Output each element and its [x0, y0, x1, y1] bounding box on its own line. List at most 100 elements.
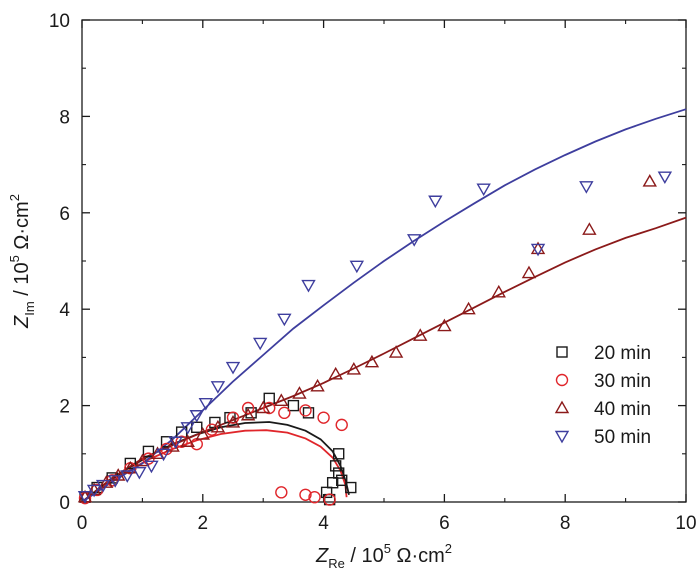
data-point-20-min	[333, 448, 345, 460]
data-point-20-min	[263, 392, 275, 405]
data-markers	[77, 171, 673, 506]
data-point-40-min	[210, 419, 226, 433]
x-axis-unit-tail: Ω·cm	[391, 545, 445, 567]
legend-marker-50-min	[554, 430, 570, 444]
data-point-50-min	[144, 460, 159, 474]
data-point-30-min	[299, 488, 312, 501]
y-axis-subscript: Im	[22, 301, 37, 315]
data-point-30-min	[205, 423, 219, 436]
data-point-20-min	[329, 460, 342, 472]
data-point-40-min	[310, 378, 325, 392]
data-point-40-min	[530, 241, 546, 255]
legend-label: 50 min	[594, 427, 651, 448]
legend-marker-30-min	[555, 373, 569, 387]
x-tick-label: 0	[77, 513, 88, 534]
data-point-20-min	[326, 477, 339, 489]
data-point-20-min	[302, 407, 315, 419]
data-point-50-min	[77, 491, 93, 504]
data-point-30-min	[278, 406, 291, 420]
y-tick-label: 2	[59, 397, 70, 418]
y-tick-label: 6	[59, 204, 70, 225]
data-point-30-min	[317, 411, 330, 424]
axis-ticks: 0 2 4 6 8 10 0 2 4 6 8 10	[49, 11, 697, 534]
data-point-30-min	[323, 493, 336, 506]
data-point-40-min	[413, 328, 428, 341]
data-point-40-min	[255, 400, 271, 414]
data-point-40-min	[328, 366, 343, 380]
data-point-20-min	[287, 399, 300, 412]
y-tick-label: 10	[49, 11, 70, 32]
data-point-50-min	[132, 466, 147, 480]
data-point-30-min	[175, 435, 188, 448]
data-point-50-min	[180, 422, 195, 435]
x-tick-label: 2	[198, 513, 209, 534]
data-point-50-min	[156, 448, 171, 462]
legend-marker-20-min	[556, 346, 568, 358]
legend-label: 40 min	[594, 399, 651, 420]
x-tick-label: 10	[675, 513, 696, 534]
data-point-20-min	[320, 486, 333, 499]
data-point-40-min	[642, 174, 657, 187]
data-point-50-min	[428, 195, 443, 209]
data-point-30-min	[299, 404, 312, 417]
data-point-50-min	[579, 181, 594, 194]
y-axis-unit-tail: Ω·cm	[11, 201, 33, 255]
data-point-30-min	[275, 486, 288, 499]
y-axis-unit: / 10	[11, 262, 33, 301]
x-tick-label: 6	[439, 513, 450, 534]
data-point-50-min	[530, 243, 546, 257]
data-point-40-min	[491, 284, 506, 298]
data-point-40-min	[135, 453, 150, 467]
data-point-30-min	[263, 401, 276, 415]
data-point-40-min	[274, 393, 289, 406]
data-point-50-min	[189, 410, 204, 423]
data-point-40-min	[150, 446, 165, 459]
data-point-40-min	[461, 301, 476, 315]
data-point-30-min	[335, 418, 348, 432]
data-point-30-min	[308, 490, 321, 504]
data-point-50-min	[349, 260, 365, 274]
data-point-40-min	[240, 407, 256, 421]
fit-line-30-min	[81, 429, 348, 503]
legend-label: 30 min	[594, 371, 651, 392]
legend-label: 20 min	[594, 343, 651, 364]
data-point-20-min	[345, 481, 357, 494]
x-axis-exponent: 5	[384, 541, 391, 556]
data-point-40-min	[388, 345, 404, 358]
x-axis-subscript: Re	[328, 556, 345, 571]
data-point-50-min	[210, 381, 226, 394]
x-axis-label: ZRe / 105 Ω·cm2	[315, 541, 452, 571]
fit-line-50-min	[81, 108, 687, 503]
data-point-40-min	[582, 222, 597, 235]
y-tick-label: 4	[59, 300, 70, 321]
data-point-40-min	[292, 386, 307, 399]
data-point-40-min	[364, 354, 380, 368]
data-point-50-min	[277, 313, 292, 327]
data-point-50-min	[108, 475, 123, 488]
x-axis-symbol: Z	[315, 545, 329, 567]
x-tick-label: 8	[560, 513, 571, 534]
data-point-50-min	[168, 436, 183, 450]
data-point-20-min	[333, 467, 345, 479]
data-point-20-min	[124, 457, 137, 470]
data-point-50-min	[225, 361, 241, 375]
data-point-50-min	[406, 234, 422, 247]
data-point-40-min	[225, 415, 241, 428]
data-point-20-min	[336, 474, 348, 487]
data-point-30-min	[241, 401, 255, 415]
data-point-50-min	[657, 171, 673, 185]
x-axis-unit-exp: 2	[445, 541, 452, 556]
data-point-20-min	[142, 445, 155, 458]
data-point-30-min	[78, 491, 92, 505]
y-tick-label: 0	[59, 493, 70, 514]
y-axis-label: ZIm / 105 Ω·cm2	[7, 194, 37, 329]
data-point-40-min	[521, 265, 537, 279]
legend: 20 min 30 min 40 min 50 min	[554, 343, 651, 448]
data-point-50-min	[120, 470, 135, 483]
data-point-50-min	[301, 279, 316, 293]
data-point-50-min	[252, 337, 268, 351]
x-axis-unit: / 10	[345, 545, 384, 567]
y-axis-unit-exp: 2	[7, 194, 22, 201]
data-point-50-min	[198, 397, 214, 411]
